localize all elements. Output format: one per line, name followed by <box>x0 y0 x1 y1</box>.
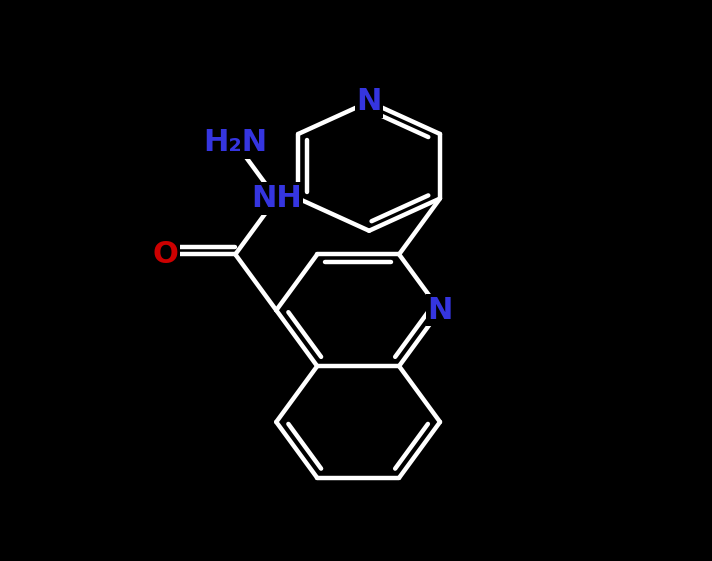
Text: H₂N: H₂N <box>203 128 268 157</box>
Text: NH: NH <box>251 184 302 213</box>
Text: N: N <box>357 87 382 116</box>
Text: N: N <box>427 296 453 325</box>
Text: O: O <box>153 240 179 269</box>
